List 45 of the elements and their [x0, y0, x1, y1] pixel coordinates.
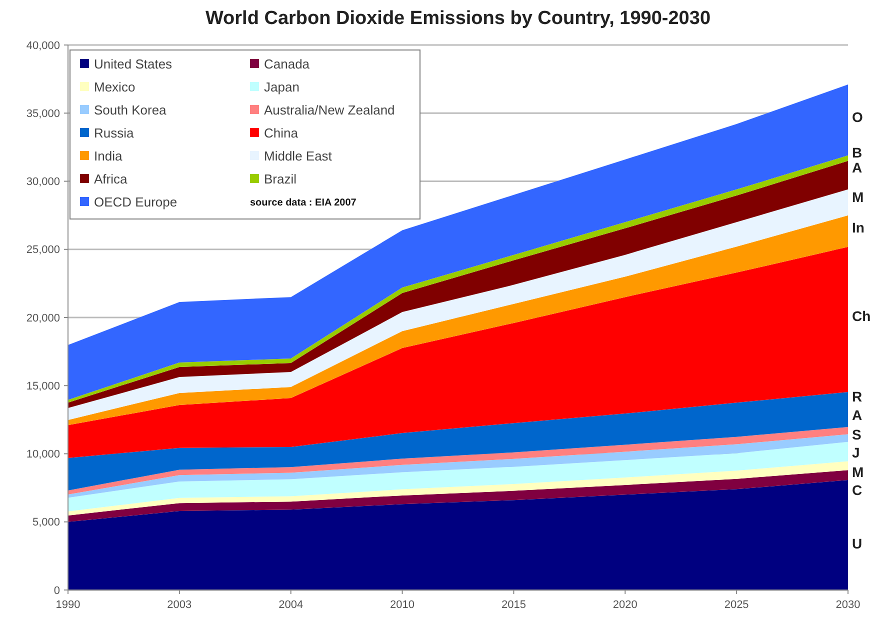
y-tick-label: 15,000 [26, 380, 60, 392]
annotation: U [852, 536, 862, 552]
annotation: S [852, 426, 862, 443]
y-tick-label: 5,000 [32, 516, 60, 529]
annotation: C [852, 482, 862, 498]
y-tick-label: 25,000 [26, 244, 60, 256]
y-tick-label: 20,000 [26, 312, 60, 324]
annotation: A [852, 160, 862, 176]
annotation: J [852, 444, 860, 460]
annotation: source data : EIA 2007 [250, 198, 357, 208]
x-tick-label: 1990 [56, 599, 80, 611]
legend-label: Japan [264, 80, 300, 95]
legend-label: OECD Europe [94, 194, 178, 210]
x-tick-label: 2004 [278, 599, 304, 611]
legend-label: Russia [94, 126, 135, 141]
annotation: M [852, 464, 864, 480]
annotation: O [852, 109, 863, 126]
annotation: B [852, 144, 862, 161]
annotation: Ch [852, 308, 871, 324]
x-tick-label: 2003 [167, 599, 192, 611]
x-tick-label: 2020 [612, 599, 638, 611]
x-tick-label: 2025 [724, 599, 749, 611]
annotation: In [852, 219, 864, 236]
legend-label: Australia/New Zealand [264, 102, 395, 118]
annotation: M [852, 188, 864, 205]
legend-label: Canada [264, 56, 310, 72]
legend-label: United States [94, 56, 173, 72]
legend-label: Mexico [94, 80, 136, 95]
y-tick-label: 30,000 [26, 176, 60, 188]
legend-label: Brazil [264, 172, 297, 187]
x-tick-label: 2010 [390, 599, 415, 611]
annotation: A [852, 406, 862, 423]
x-tick-label: 2015 [501, 599, 526, 611]
chart-title: World Carbon Dioxide Emissions by Country, 1990-2030 [205, 8, 711, 29]
legend-label: China [264, 126, 299, 141]
legend-label: South Korea [94, 102, 168, 118]
x-tick-label: 2030 [836, 599, 860, 611]
annotation: R [852, 388, 862, 404]
y-tick-label: 35,000 [26, 108, 60, 120]
y-tick-label: 40,000 [26, 40, 60, 52]
legend-label: India [94, 148, 123, 164]
y-tick-label: 0 [54, 584, 60, 597]
legend-label: Africa [94, 172, 128, 187]
y-tick-label: 10,000 [26, 448, 60, 461]
legend-label: Middle East [264, 148, 332, 164]
